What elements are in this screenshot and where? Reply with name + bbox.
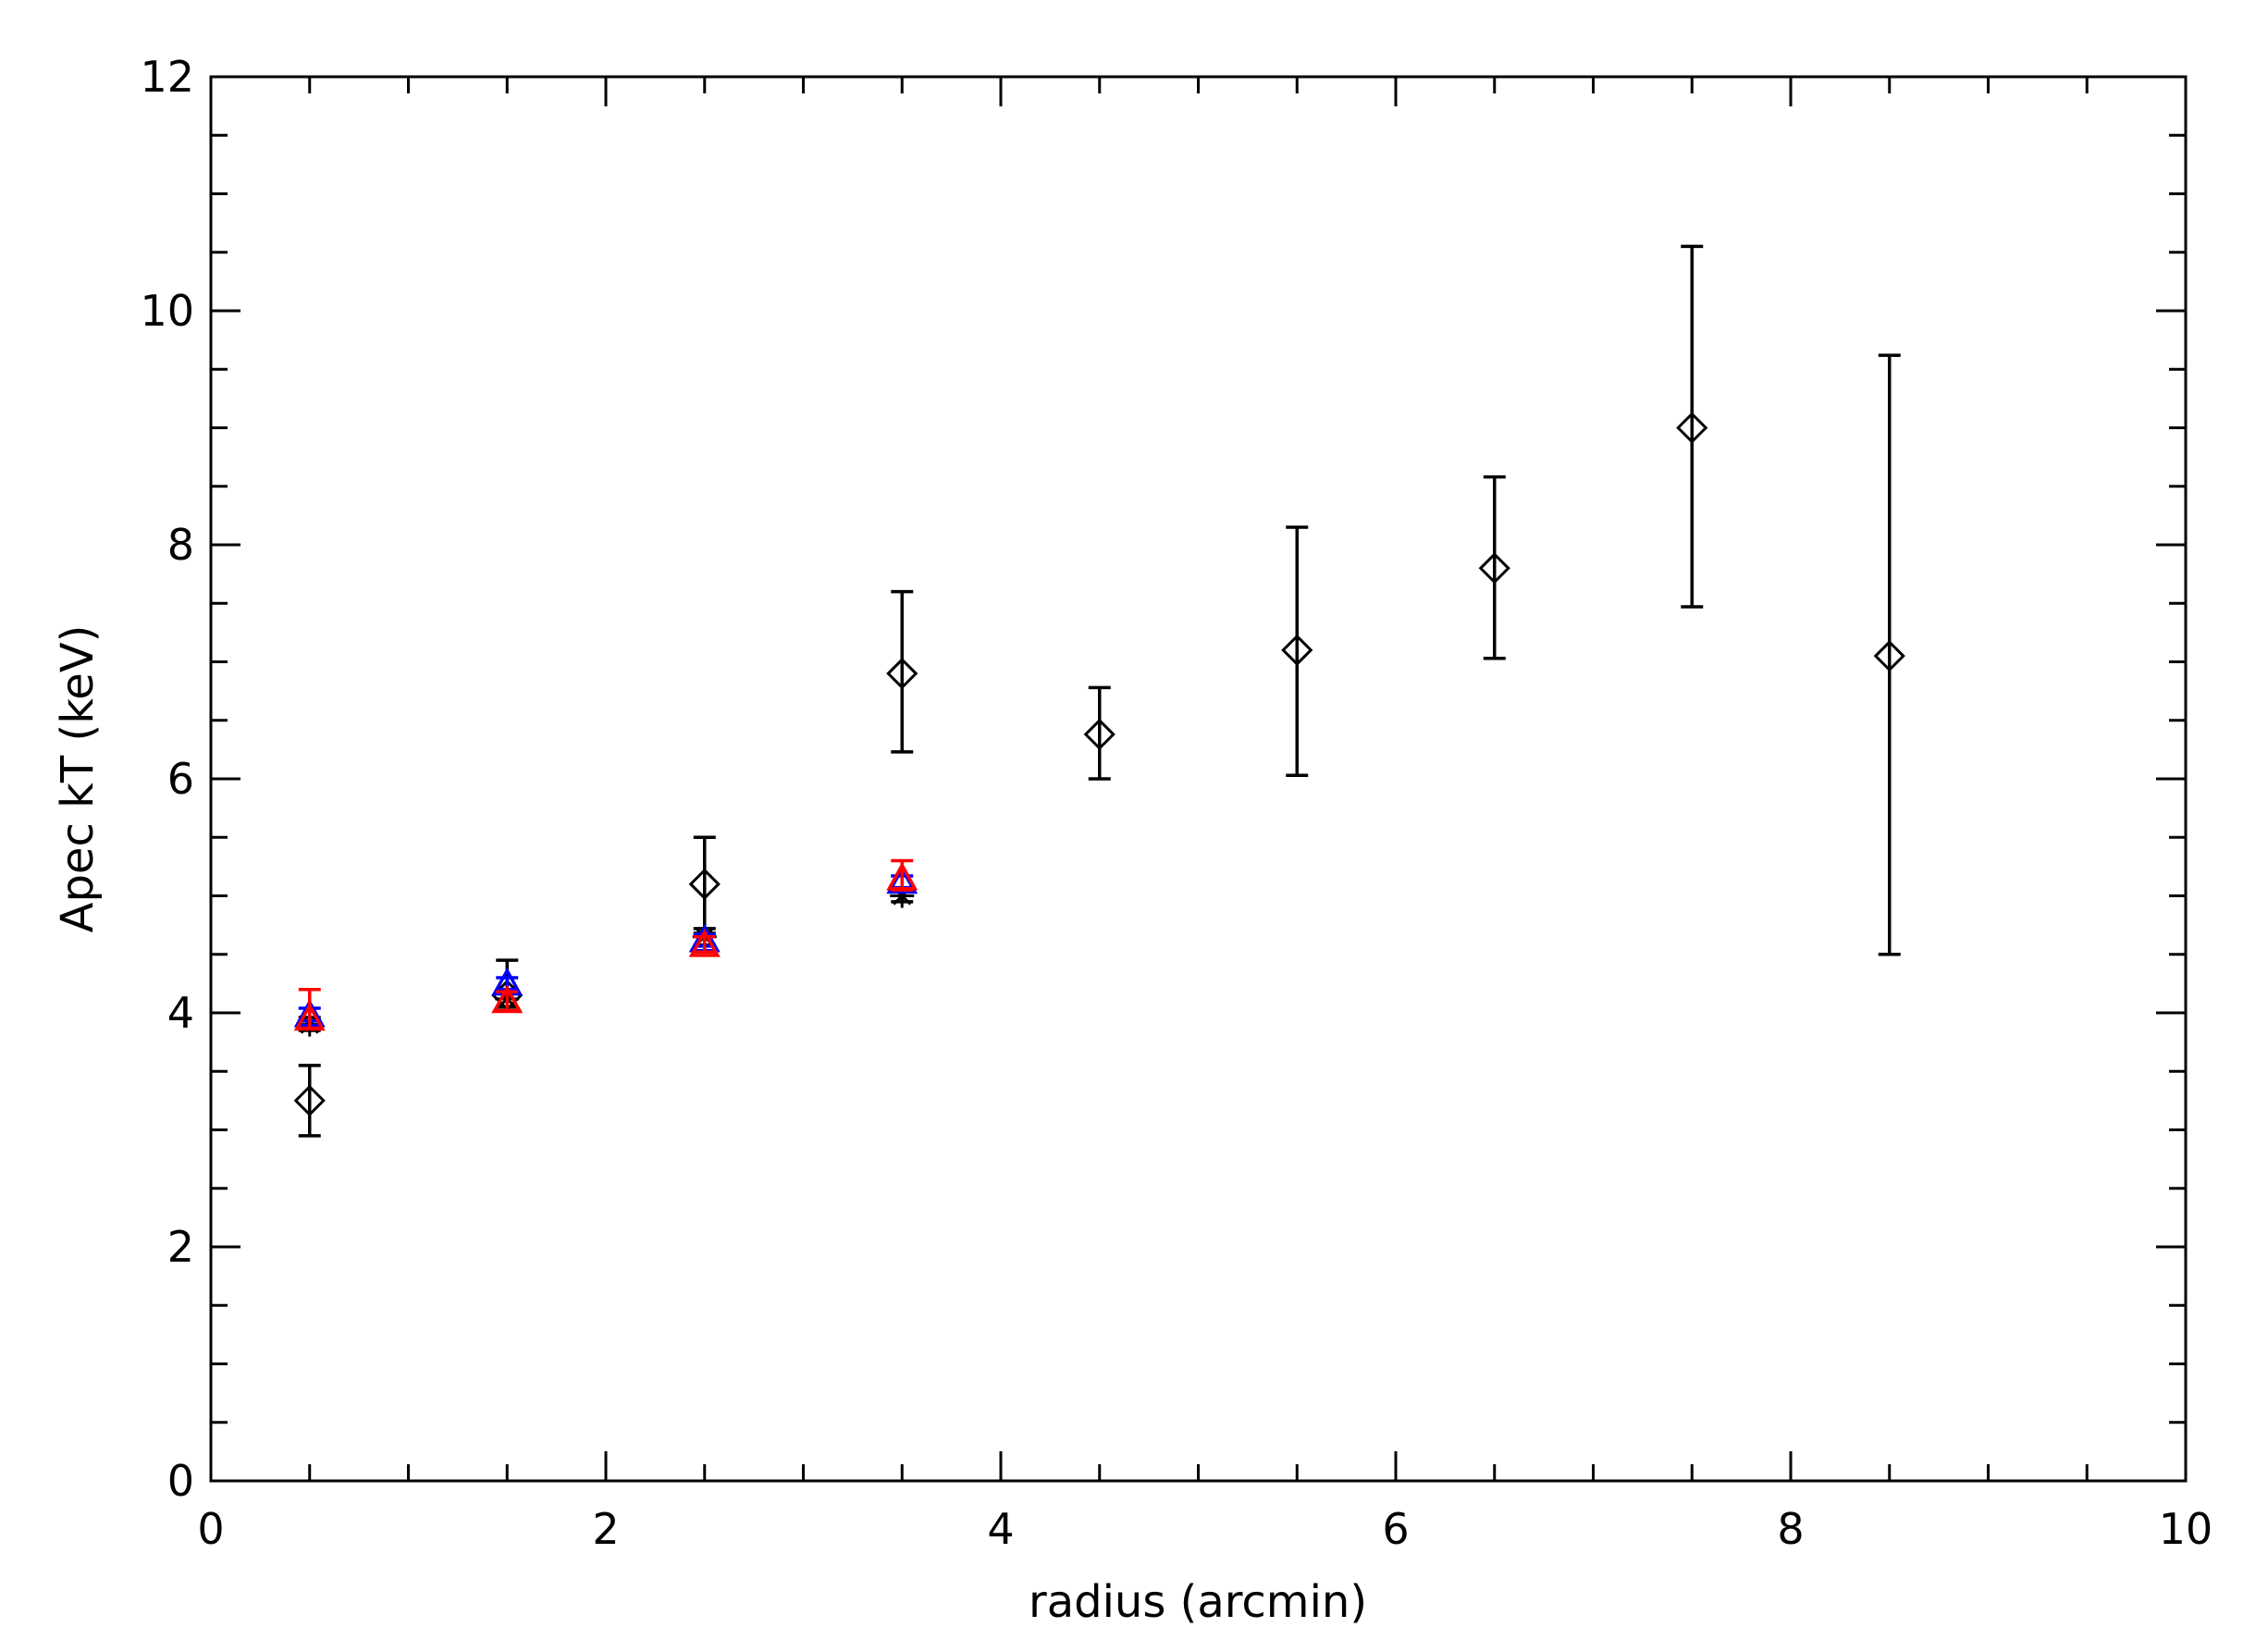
axis-ticks [209,75,2188,1483]
x-tick-label: 10 [2159,1504,2213,1554]
data-point-triangle [293,1002,326,1031]
data-point-triangle [688,929,721,957]
data-point-triangle [491,984,524,1014]
x-tick-label: 0 [197,1504,224,1554]
x-tick-label: 4 [987,1504,1014,1554]
x-tick-label: 6 [1382,1504,1409,1554]
data-point-asterisk [890,883,915,908]
data-point-diamond [293,1084,326,1116]
data-point-triangle [886,861,918,891]
data-point-diamond [1873,640,1905,672]
plot-frame [209,75,2188,1483]
y-tick-label: 8 [167,520,194,570]
y-axis-label: Apec kT (keV) [52,625,104,933]
data-point-diamond [1281,634,1313,666]
x-tick-label: 2 [592,1504,619,1554]
data-point-diamond [886,658,918,690]
y-tick-label: 2 [167,1222,194,1272]
x-tick-label: 8 [1777,1504,1804,1554]
tick-labels: 0 2 4 6 8 10 0 2 4 6 8 10 12 [140,52,2213,1554]
data-point-diamond [1676,412,1708,444]
y-tick-label: 4 [167,988,194,1038]
data-point-diamond [1478,552,1510,585]
data-point-diamond [688,868,721,900]
y-tick-label: 0 [167,1456,194,1506]
y-tick-label: 10 [140,286,194,336]
y-tick-label: 12 [140,52,194,102]
y-tick-label: 6 [167,754,194,804]
x-axis-label: radius (arcmin) [1029,1576,1367,1628]
data-marks [293,244,1905,1138]
data-point-diamond [1083,718,1116,751]
data-point-triangle [886,865,918,894]
series-triangle-ff0000 [293,858,918,1031]
